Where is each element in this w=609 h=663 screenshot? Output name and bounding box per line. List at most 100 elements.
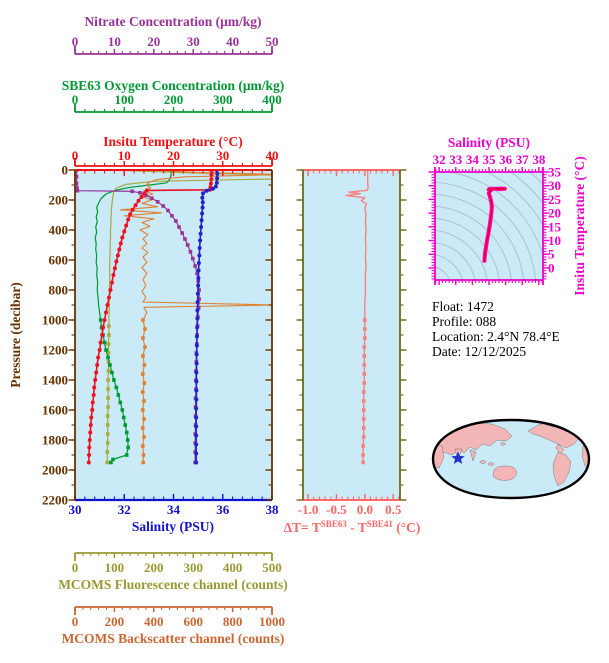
ts-curve-group [482,186,507,263]
svg-text:15: 15 [548,219,562,234]
float-info-line-date: Date: 12/12/2025 [432,344,526,359]
svg-text:600: 600 [183,614,203,629]
landmass-south-america [552,451,572,487]
svg-text:32: 32 [433,152,446,167]
delta-t-label-sup2: SBE41 [367,519,394,529]
svg-text:40: 40 [226,34,239,49]
svg-text:0.0: 0.0 [357,502,373,517]
series-mcoms-backscatter-channel [119,170,272,465]
float-info-line-location: Location: 2.4°N 78.4°E [432,329,560,344]
oxygen-axis: 0 100 200 300 400 [72,92,282,113]
svg-text:1600: 1600 [42,403,68,418]
svg-text:1200: 1200 [42,343,68,358]
svg-text:1000: 1000 [259,614,285,629]
svg-text:35: 35 [483,152,497,167]
svg-text:1400: 1400 [42,373,68,388]
delta-t-label-prefix: ΔT= T [284,520,321,535]
svg-text:33: 33 [449,152,463,167]
svg-text:20: 20 [167,148,180,163]
fluorescence-axis-title: MCOMS Fluorescence channel (counts) [58,577,288,592]
temperature-axis: 0 10 20 30 40 [72,148,279,167]
svg-text:38: 38 [266,502,280,517]
landmass-indonesia-1 [479,460,487,464]
svg-text:400: 400 [223,560,243,575]
delta-t-axis-title: ΔT= TSBE63 - TSBE41 (°C) [284,519,421,535]
svg-text:0: 0 [72,148,79,163]
svg-text:10: 10 [108,34,121,49]
delta-t-panel-background [303,170,400,500]
svg-text:800: 800 [49,283,69,298]
svg-text:100: 100 [105,560,125,575]
svg-text:600: 600 [49,253,69,268]
svg-text:37: 37 [516,152,530,167]
svg-text:30: 30 [69,502,82,517]
svg-text:5: 5 [548,247,555,262]
svg-text:0: 0 [548,260,555,275]
delta-t-label-sup1: SBE63 [321,519,348,529]
svg-text:30: 30 [216,148,229,163]
svg-text:300: 300 [183,560,203,575]
series--t-sbe63-sbe41 [345,170,369,465]
svg-text:1800: 1800 [42,433,68,448]
backscatter-axis: 0 200 400 600 800 1000 [72,606,285,629]
series-salinity [194,170,220,465]
svg-text:100: 100 [115,92,135,107]
svg-text:2200: 2200 [42,493,68,508]
svg-text:0: 0 [62,163,69,178]
map-outline [431,418,591,500]
svg-text:0: 0 [72,34,79,49]
backscatter-axis-title: MCOMS Backscatter channel (counts) [62,631,285,646]
svg-text:30: 30 [548,178,561,193]
delta-t-curve-group [345,170,369,465]
world-map [431,418,591,500]
oxygen-axis-title: SBE63 Oxygen Concentration (μm/kg) [62,78,285,93]
svg-text:2000: 2000 [42,463,68,478]
svg-text:0: 0 [72,614,79,629]
landmass-japan [500,442,506,446]
float-info: Float: 1472 Profile: 088 Location: 2.4°N… [432,299,560,359]
svg-text:30: 30 [187,34,200,49]
temperature-axis-title: Insitu Temperature (°C) [103,134,242,149]
float-info-line-profile: Profile: 088 [432,314,496,329]
svg-text:800: 800 [223,614,243,629]
svg-text:20: 20 [548,206,561,221]
svg-text:-1.0: -1.0 [298,502,319,517]
float-location-star-icon [451,451,465,464]
landmass-indochina [469,449,477,462]
svg-text:200: 200 [144,560,164,575]
svg-text:200: 200 [105,614,125,629]
svg-text:38: 38 [532,152,546,167]
svg-text:35: 35 [548,165,562,180]
svg-text:32: 32 [118,502,131,517]
delta-t-label-mid: - T [347,520,367,535]
svg-text:200: 200 [164,92,184,107]
main-plot-curves [75,170,272,465]
fluorescence-axis: 0 100 200 300 400 500 [72,552,282,575]
svg-text:20: 20 [147,34,160,49]
svg-text:10: 10 [548,233,561,248]
series-insitu-temperature [86,170,214,465]
svg-text:300: 300 [213,92,233,107]
svg-text:0: 0 [72,560,79,575]
svg-text:0.5: 0.5 [385,502,402,517]
svg-text:10: 10 [118,148,131,163]
nitrate-axis-title: Nitrate Concentration (μm/kg) [84,14,261,29]
delta-t-panel-frame: -1.0 -0.5 0.0 0.5 [296,169,407,517]
salinity-axis-title: Salinity (PSU) [132,519,214,534]
svg-text:36: 36 [499,152,513,167]
svg-text:36: 36 [216,502,230,517]
svg-text:25: 25 [548,192,562,207]
svg-text:400: 400 [144,614,164,629]
svg-text:400: 400 [262,92,282,107]
delta-t-label-suffix: (°C) [393,520,421,535]
main-plot-frame: 30 32 34 36 38 0 200 400 600 800 1000 1200 1400 1600 1… [42,163,279,518]
svg-text:0: 0 [72,92,79,107]
svg-text:200: 200 [49,193,69,208]
ts-salinity-axis-title: Salinity (PSU) [448,135,530,150]
float-info-line-float: Float: 1472 [432,299,494,314]
nitrate-axis: 0 10 20 30 40 50 [72,34,279,55]
svg-text:-0.5: -0.5 [326,502,347,517]
svg-text:34: 34 [167,502,181,517]
